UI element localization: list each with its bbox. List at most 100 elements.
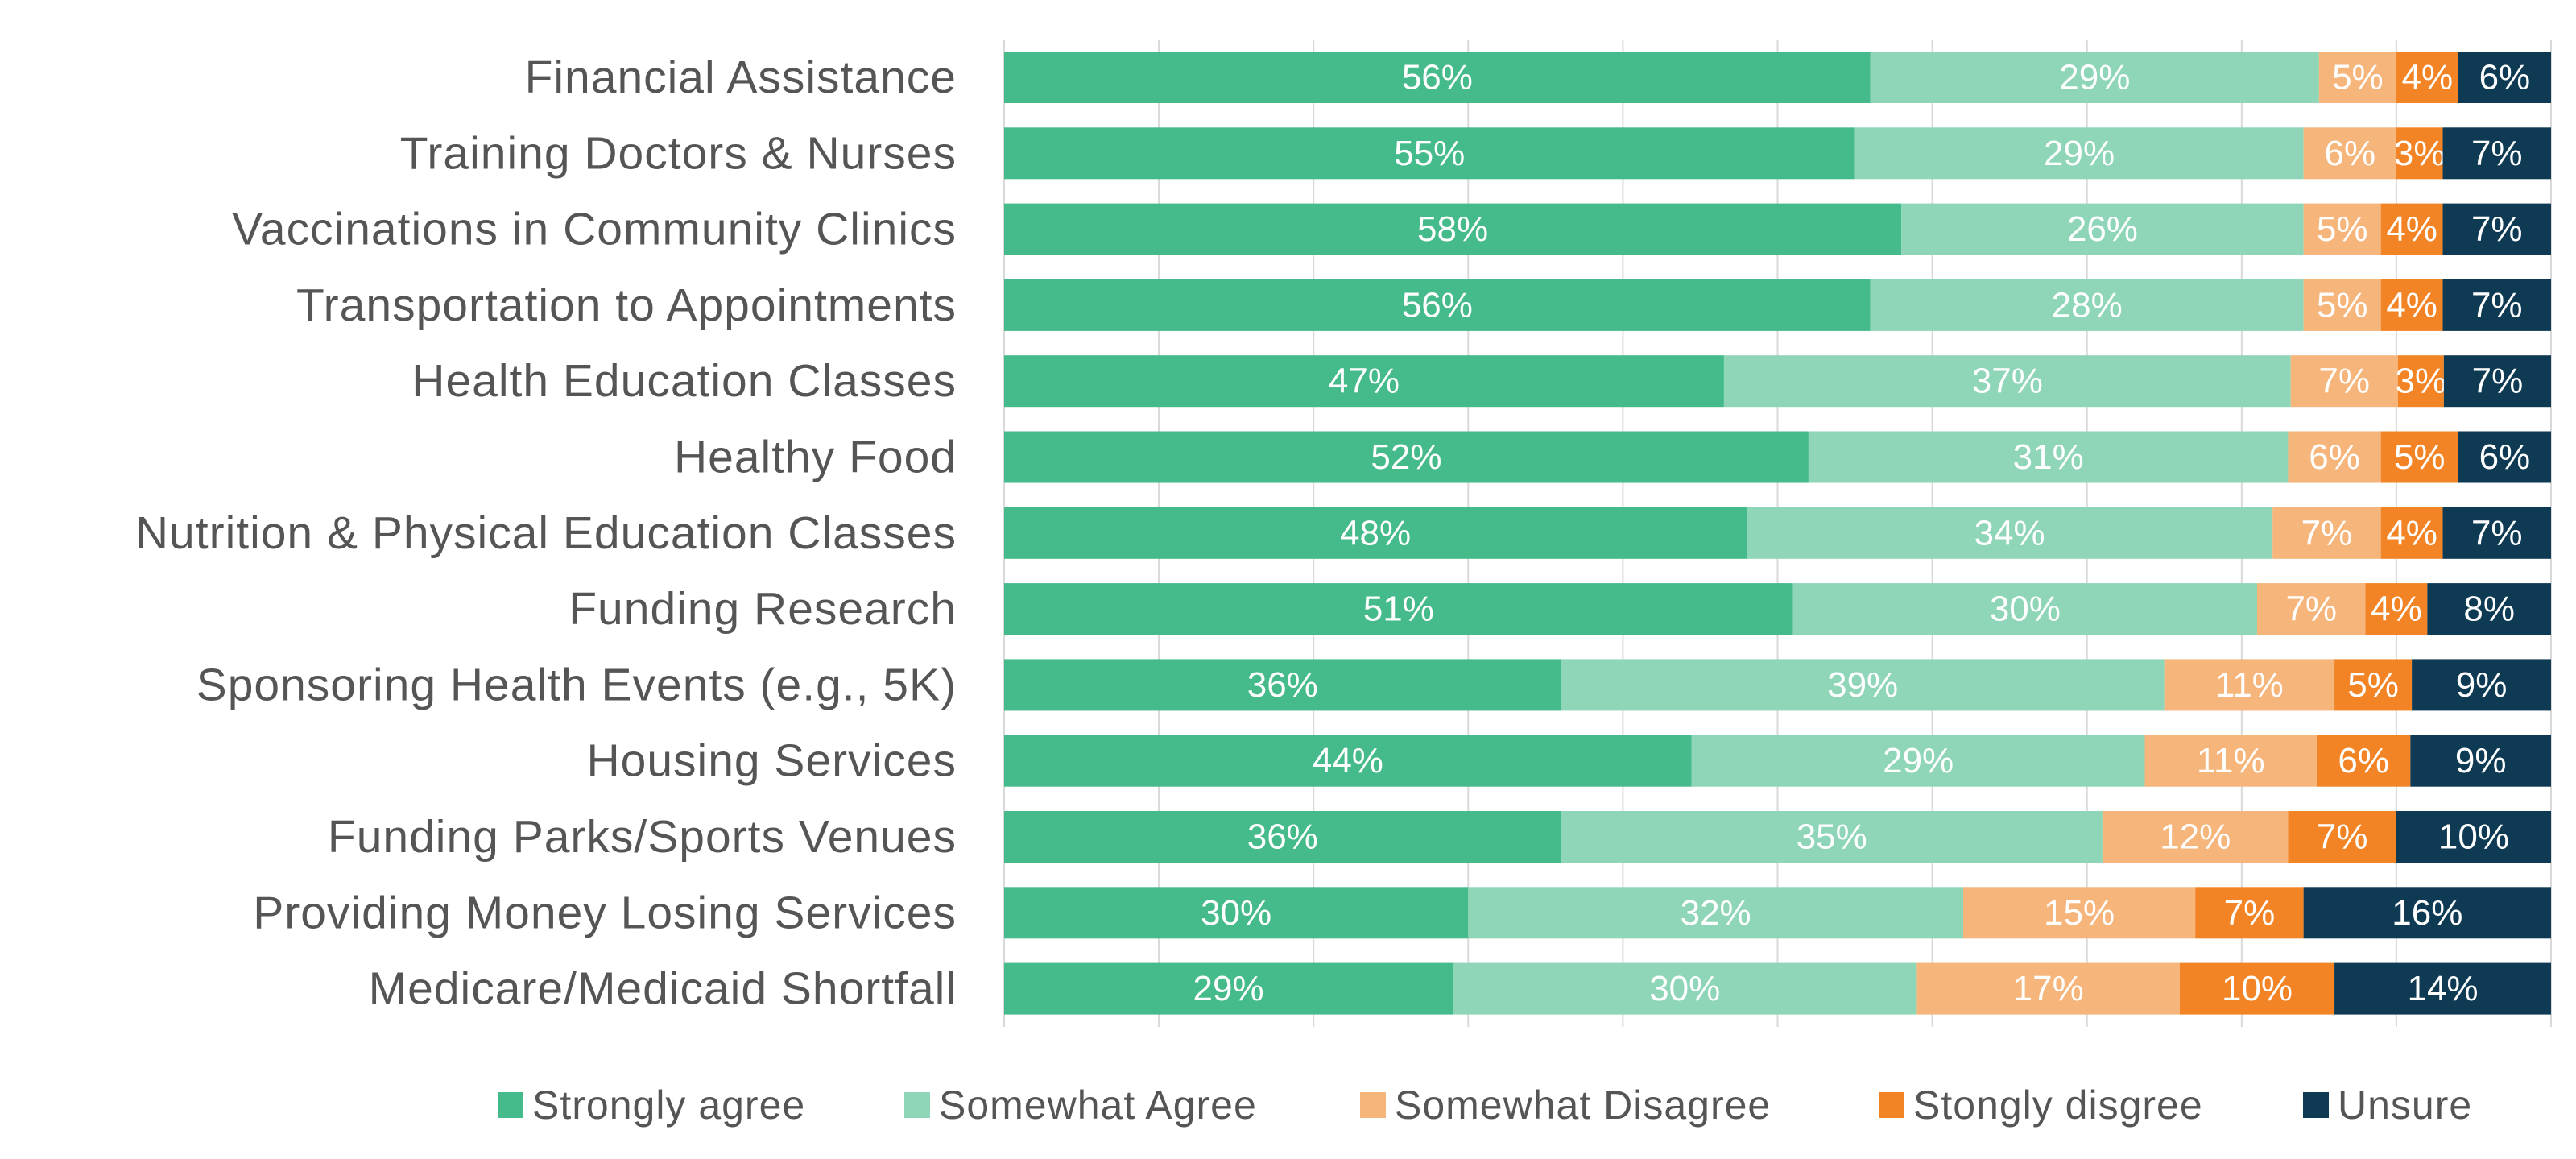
bar-segment [1561, 811, 2103, 863]
bar-segment [2442, 127, 2551, 180]
data-label: 55% [1394, 134, 1465, 173]
data-label: 5% [2394, 437, 2446, 477]
bar-segment [1004, 811, 1561, 863]
data-label: 10% [2438, 818, 2509, 857]
data-label: 29% [2044, 134, 2115, 173]
data-label: 7% [2472, 362, 2524, 401]
data-label: 8% [2463, 590, 2515, 629]
category-label: Funding Parks/Sports Venues [328, 811, 957, 863]
bar-segment [2288, 811, 2396, 863]
bar-segment [1723, 355, 2291, 408]
bar-segment [2195, 887, 2304, 939]
bar-segment [2397, 355, 2444, 408]
bar-segment [1453, 962, 1917, 1015]
bar-segment [2144, 735, 2317, 787]
category-label: Training Doctors & Nurses [400, 127, 957, 179]
bar-segment [1870, 52, 2319, 103]
bar-segment [1004, 355, 1724, 408]
bar-segment [1004, 887, 1469, 939]
category-label: Funding Research [569, 583, 957, 635]
data-label: 6% [2338, 741, 2389, 780]
bar-segment [1870, 279, 2304, 331]
bar-segment [1561, 659, 2165, 711]
category-label: Nutrition & Physical Education Classes [135, 507, 957, 559]
category-label: Housing Services [586, 735, 957, 787]
bar-segment [2303, 127, 2396, 180]
bar-segment [2427, 583, 2551, 635]
bar-segment [2318, 52, 2396, 103]
data-label: 30% [1201, 893, 1271, 933]
category-labels: Financial Assistance Training Doctors & N… [135, 52, 957, 1015]
bar-segment [1854, 127, 2304, 180]
bar-segment [1004, 431, 1809, 483]
data-label: 28% [2052, 285, 2123, 325]
bar-segment [1963, 887, 2196, 939]
data-label: 7% [2471, 513, 2523, 553]
bar-segment [2290, 355, 2398, 408]
data-label: 7% [2317, 818, 2368, 857]
bar-segment [1004, 507, 1747, 559]
bar-segment [1691, 735, 2145, 787]
bar-segment [2458, 52, 2551, 103]
data-label: 39% [1827, 665, 1898, 705]
bar-segment [1004, 52, 1871, 103]
bar-segment [1792, 583, 2258, 635]
bar-segment [2410, 735, 2551, 787]
data-label: 4% [2402, 58, 2454, 97]
bar-segment [2396, 811, 2551, 863]
bar-segment [2396, 52, 2458, 103]
category-label: Medicare/Medicaid Shortfall [369, 963, 957, 1015]
bar-segment [1004, 583, 1793, 635]
bar-segment [2380, 203, 2443, 255]
data-label: 51% [1363, 590, 1434, 629]
category-label: Financial Assistance [525, 52, 957, 103]
data-label: 11% [2197, 741, 2265, 780]
data-label: 12% [2160, 818, 2231, 857]
bar-segment [2442, 279, 2551, 331]
bar-segment [2303, 203, 2381, 255]
bar-segment [2179, 962, 2335, 1015]
bar-segment [2380, 431, 2458, 483]
bar-segment [2257, 583, 2366, 635]
bar-segment [2443, 355, 2551, 408]
bars: 56% 29% 5% 4% 6% 55% 29% 6% 3% 7% 58% 26% 5% 4% 7% 56% 2… [1004, 52, 2551, 1015]
category-label: Providing Money Losing Services [253, 887, 957, 938]
data-label: 34% [1974, 513, 2045, 553]
data-label: 48% [1340, 513, 1411, 553]
bar-segment [2365, 583, 2428, 635]
data-label: 7% [2318, 362, 2370, 401]
bar-segment [2316, 735, 2411, 787]
data-label: 5% [2317, 209, 2368, 249]
data-label: 7% [2471, 209, 2523, 249]
bar-segment [1004, 735, 1692, 787]
category-label: Sponsoring Health Events (e.g., 5K) [196, 659, 957, 710]
data-label: 7% [2471, 285, 2523, 325]
data-label: 26% [2067, 209, 2138, 249]
data-label: 3% [2396, 362, 2447, 401]
data-label: 4% [2386, 285, 2437, 325]
bar-segment [2102, 811, 2289, 863]
bar-segment [2380, 507, 2443, 559]
data-label: 16% [2392, 893, 2462, 933]
bar-segment [1808, 431, 2289, 483]
bar-segment [2396, 127, 2443, 180]
data-label: 58% [1417, 209, 1488, 249]
data-label: 3% [2394, 134, 2446, 173]
bar-segment [1747, 507, 2273, 559]
data-label: 30% [1649, 969, 1720, 1008]
legend-label: Stongly disgree [1913, 1082, 2203, 1128]
bar-segment [1004, 127, 1855, 180]
data-label: 47% [1329, 362, 1400, 401]
legend: Strongly agree Somewhat Agree Somewhat Dis… [498, 1082, 2472, 1128]
data-label: 29% [1193, 969, 1264, 1008]
category-label: Health Education Classes [411, 355, 957, 407]
category-label: Vaccinations in Community Clinics [232, 204, 957, 255]
legend-label: Unsure [2338, 1082, 2472, 1128]
data-label: 31% [2013, 437, 2084, 477]
legend-swatch [498, 1092, 523, 1118]
data-label: 7% [2224, 893, 2276, 933]
data-label: 44% [1313, 741, 1383, 780]
bar-segment [2272, 507, 2381, 559]
data-label: 52% [1371, 437, 1441, 477]
